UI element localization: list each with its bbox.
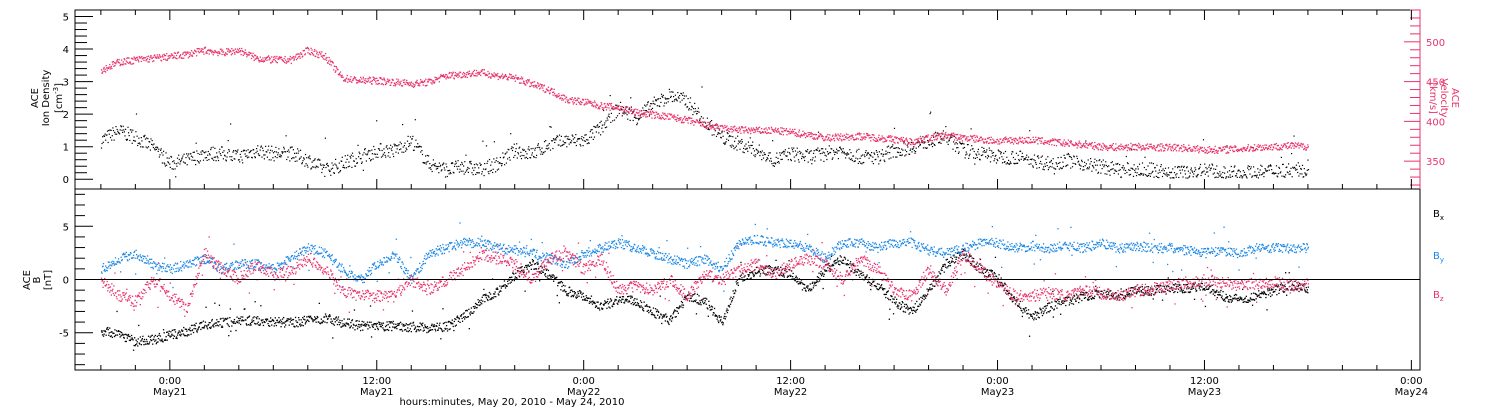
- legend-item-x: Bx: [1433, 209, 1444, 222]
- velocity-points: [100, 46, 1309, 154]
- density-ylabel-unit: [cm-3]: [52, 83, 65, 113]
- x-axis-label: hours:minutes, May 20, 2010 - May 24, 20…: [399, 397, 624, 408]
- legend-item-z: Bz: [1433, 290, 1444, 303]
- x-tick-time: 0:00: [986, 376, 1008, 387]
- velocity-tick-label: 450: [1426, 78, 1445, 89]
- time-axis: 0:00May2112:00May210:00May2212:00May220:…: [100, 10, 1428, 398]
- field-ylabel-line2: B: [32, 276, 43, 283]
- density-ylabel: ACE Ion Density [cm-3]: [30, 70, 65, 127]
- bx-points: [100, 248, 1309, 351]
- top-panel-frame: [74, 9, 1421, 190]
- density-tick-label: 5: [63, 13, 69, 24]
- x-tick-time: 12:00: [362, 376, 391, 387]
- field-ylabel-unit: [nT]: [43, 270, 54, 290]
- x-tick-date: May24: [1395, 387, 1428, 398]
- field-axis: -5 0 5: [59, 193, 93, 366]
- x-tick-time: 12:00: [776, 376, 805, 387]
- x-tick-date: May23: [1188, 387, 1221, 398]
- field-tick-label: -5: [59, 329, 69, 340]
- density-ylabel-line1: ACE: [30, 88, 41, 108]
- field-legend: Bx By Bz: [1433, 209, 1444, 303]
- density-tick-label: 2: [63, 110, 69, 121]
- x-tick-date: May22: [567, 387, 600, 398]
- bottom-panel-data: [100, 222, 1309, 351]
- velocity-ylabel: ACE Velocity [km/s]: [1427, 78, 1460, 117]
- x-tick-time: 0:00: [1400, 376, 1422, 387]
- x-tick-time: 0:00: [572, 376, 594, 387]
- x-tick-date: May22: [774, 387, 807, 398]
- top-panel-data: [100, 46, 1310, 179]
- field-tick-label: 5: [63, 222, 69, 233]
- field-tick-label: 0: [63, 276, 69, 287]
- field-ylabel: ACE B [nT]: [22, 270, 54, 290]
- x-tick-date: May21: [153, 387, 186, 398]
- density-tick-label: 4: [63, 45, 69, 56]
- density-tick-label: 1: [63, 143, 69, 154]
- x-tick-time: 0:00: [159, 376, 181, 387]
- density-tick-label: 0: [63, 175, 69, 186]
- x-tick-time: 12:00: [1190, 376, 1219, 387]
- velocity-ylabel-line1: ACE: [1449, 88, 1460, 108]
- velocity-tick-label: 350: [1426, 157, 1445, 168]
- by-points: [100, 222, 1309, 292]
- density-points: [100, 86, 1310, 179]
- density-axis: 0 1 2 3 4 5: [63, 13, 93, 186]
- x-tick-date: May23: [981, 387, 1014, 398]
- legend-item-y: By: [1433, 251, 1444, 264]
- velocity-ylabel-line2: Velocity: [1438, 78, 1449, 117]
- velocity-axis: 350 400 450 500: [1404, 9, 1445, 189]
- density-tick-label: 3: [63, 78, 69, 89]
- velocity-ylabel-unit: [km/s]: [1427, 82, 1438, 114]
- velocity-tick-label: 500: [1426, 38, 1445, 49]
- x-tick-date: May21: [360, 387, 393, 398]
- field-ylabel-line1: ACE: [22, 270, 33, 290]
- density-ylabel-line2: Ion Density: [41, 70, 52, 127]
- velocity-tick-label: 400: [1426, 117, 1445, 128]
